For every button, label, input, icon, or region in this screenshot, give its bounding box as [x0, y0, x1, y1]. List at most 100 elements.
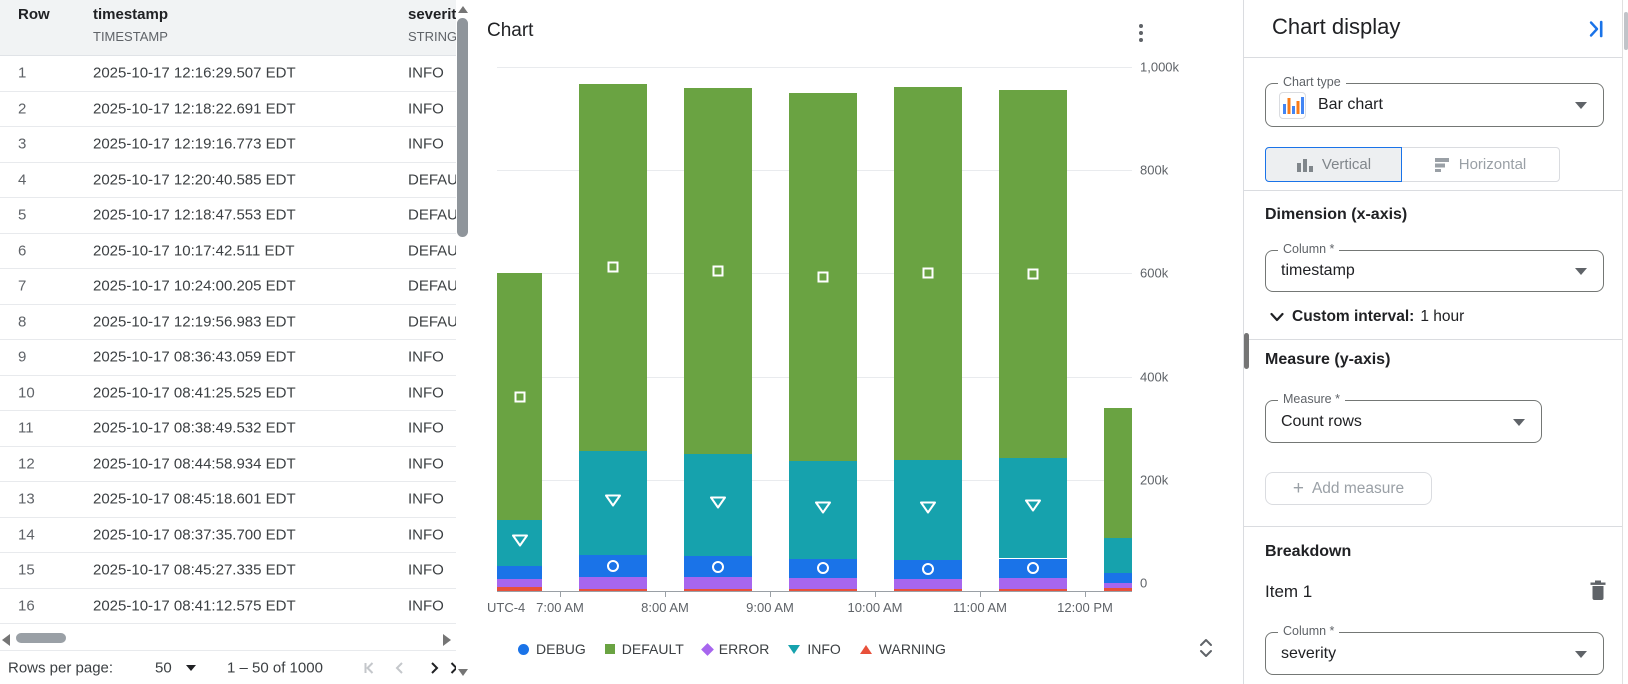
bar-segment-error[interactable]	[1104, 582, 1132, 589]
horizontal-scrollbar-thumb[interactable]	[16, 633, 66, 643]
y-axis-tick-label: 200k	[1140, 472, 1169, 488]
bar-segment-error[interactable]	[999, 578, 1067, 589]
timestamp-cell: 2025-10-17 08:37:35.700 EDT	[93, 526, 296, 544]
bar-segment-default[interactable]	[1104, 407, 1132, 538]
next-page-button[interactable]	[424, 658, 444, 678]
scroll-left-icon[interactable]	[2, 634, 10, 646]
bar-segment-info[interactable]	[999, 457, 1067, 559]
bar-segment-warning[interactable]	[789, 588, 857, 591]
legend-item-warning[interactable]: WARNING	[859, 641, 946, 657]
legend-item-debug[interactable]: DEBUG	[518, 641, 586, 657]
first-page-button[interactable]	[360, 658, 380, 678]
divider	[1244, 339, 1628, 340]
bar-segment-warning[interactable]	[1104, 588, 1132, 591]
row-number-cell: 11	[18, 419, 34, 437]
bar-segment-info[interactable]	[894, 460, 962, 560]
kebab-menu-icon	[1139, 24, 1143, 28]
bar-segment-info[interactable]	[789, 461, 857, 559]
bar-segment-info[interactable]	[684, 453, 752, 557]
bar-segment-error[interactable]	[497, 579, 542, 587]
square-marker	[712, 265, 724, 277]
add-measure-button[interactable]: + Add measure	[1265, 472, 1432, 505]
row-number-cell: 12	[18, 455, 35, 473]
scroll-up-icon[interactable]	[458, 6, 468, 13]
rows-per-page-value[interactable]: 50	[155, 659, 172, 676]
row-number-cell: 10	[18, 384, 35, 402]
custom-interval-toggle[interactable]: Custom interval: 1 hour	[1268, 308, 1464, 326]
orientation-vertical-button[interactable]: Vertical	[1265, 147, 1402, 182]
timestamp-cell: 2025-10-17 12:19:56.983 EDT	[93, 313, 296, 331]
square-marker	[922, 267, 934, 279]
collapse-panel-button[interactable]	[1584, 17, 1608, 41]
timestamp-cell: 2025-10-17 08:36:43.059 EDT	[93, 348, 296, 366]
bar-segment-error[interactable]	[579, 577, 647, 589]
legend-label: DEBUG	[536, 641, 586, 657]
last-page-button[interactable]	[444, 658, 456, 678]
bar-segment-debug[interactable]	[497, 565, 542, 580]
custom-interval-value: 1 hour	[1420, 308, 1465, 325]
legend-item-default[interactable]: DEFAULT	[604, 641, 684, 657]
bar-segment-info[interactable]	[1104, 537, 1132, 574]
triangle-down-marker	[814, 500, 832, 519]
bar-segment-warning[interactable]	[579, 588, 647, 591]
chart-options-button[interactable]	[1132, 21, 1150, 43]
bar-segment-default[interactable]	[999, 89, 1067, 458]
bar-segment-error[interactable]	[789, 578, 857, 589]
row-number-cell: 7	[18, 277, 27, 295]
column-header-row: Row	[18, 6, 50, 23]
bar-segment-default[interactable]	[579, 83, 647, 451]
measure-select[interactable]: Measure * Count rows	[1265, 392, 1542, 443]
circle-marker	[922, 563, 934, 576]
bar-chart-type-icon	[1279, 92, 1306, 119]
expand-chart-button[interactable]	[1196, 636, 1216, 660]
legend-item-error[interactable]: ERROR	[700, 641, 769, 657]
horizontal-bars-icon	[1434, 158, 1449, 172]
table-row: 5 2025-10-17 12:18:47.553 EDT DEFAULT	[0, 198, 456, 234]
panel-scrollbar-thumb[interactable]	[1244, 333, 1249, 369]
rows-per-page-caret-icon[interactable]	[186, 665, 196, 671]
bar-segment-default[interactable]	[894, 86, 962, 460]
x-axis-tick-label: 8:00 AM	[641, 600, 689, 615]
bar-segment-warning[interactable]	[497, 586, 542, 591]
bar-segment-error[interactable]	[684, 577, 752, 589]
horizontal-scrollbar[interactable]	[0, 630, 456, 648]
timestamp-cell: 2025-10-17 08:38:49.532 EDT	[93, 419, 296, 437]
delete-breakdown-button[interactable]	[1588, 579, 1610, 601]
results-table-panel: Row timestamp TIMESTAMP severity STRING …	[0, 0, 456, 684]
severity-cell: DEFAULT	[408, 313, 456, 331]
bar-segment-error[interactable]	[894, 578, 962, 589]
vertical-bars-icon	[1296, 159, 1313, 172]
bar-segment-info[interactable]	[579, 450, 647, 556]
bar-segment-debug[interactable]	[1104, 573, 1132, 583]
chart-type-select[interactable]: Chart type Bar chart	[1265, 75, 1604, 127]
previous-page-button[interactable]	[390, 658, 410, 678]
severity-cell: INFO	[408, 135, 444, 153]
x-axis-tick-label: 10:00 AM	[847, 600, 903, 615]
legend-item-info[interactable]: INFO	[788, 641, 841, 657]
orientation-horizontal-button[interactable]: Horizontal	[1401, 147, 1560, 182]
breakdown-column-select[interactable]: Column * severity	[1265, 624, 1604, 675]
triangle-down-marker	[709, 496, 727, 515]
bar-segment-info[interactable]	[497, 519, 542, 566]
severity-cell: INFO	[408, 384, 444, 402]
bar-segment-warning[interactable]	[999, 588, 1067, 591]
severity-cell: DEFAULT	[408, 242, 456, 260]
window-scrollbar-thumb[interactable]	[1624, 12, 1628, 50]
circle-marker	[1027, 562, 1039, 575]
scroll-down-icon[interactable]	[458, 669, 468, 676]
vertical-scrollbar[interactable]	[456, 0, 470, 684]
row-number-cell: 13	[18, 490, 35, 508]
bar-segment-default[interactable]	[497, 273, 542, 520]
bar-segment-default[interactable]	[684, 87, 752, 454]
dimension-column-select[interactable]: Column * timestamp	[1265, 242, 1604, 292]
scroll-right-icon[interactable]	[443, 634, 451, 646]
table-row: 4 2025-10-17 12:20:40.585 EDT DEFAULT	[0, 162, 456, 198]
bar-segment-warning[interactable]	[894, 588, 962, 591]
bar-segment-default[interactable]	[789, 93, 857, 462]
dropdown-caret-icon	[1575, 268, 1587, 275]
window-scrollbar[interactable]	[1622, 0, 1628, 684]
bar-segment-warning[interactable]	[684, 588, 752, 591]
vertical-scrollbar-thumb[interactable]	[457, 18, 468, 237]
severity-cell: INFO	[408, 419, 444, 437]
breakdown-column-label: Column *	[1278, 624, 1340, 638]
